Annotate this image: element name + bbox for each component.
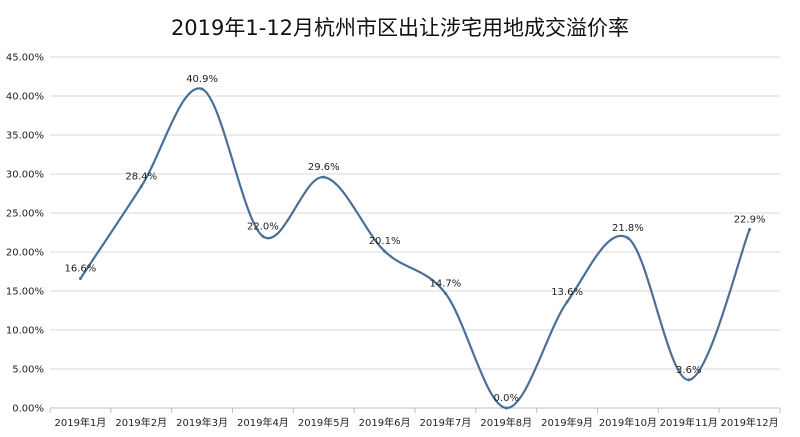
data-point (139, 184, 143, 188)
y-axis: 0.00% 5.00% 10.00% 15.00% 20.00% 25.00% 30.00%… (6, 53, 44, 415)
y-tick-label: 15.00% (6, 287, 44, 298)
data-label: 3.6% (676, 365, 701, 376)
chart-title: 2019年1-12月杭州市区出让涉宅用地成交溢价率 (170, 16, 630, 40)
x-tick-label: 2019年3月 (176, 416, 228, 429)
data-label: 29.6% (308, 162, 340, 173)
data-label: 16.6% (65, 264, 97, 275)
data-label: 28.4% (125, 171, 157, 182)
gridlines (50, 56, 780, 409)
x-tick-label: 2019年10月 (599, 416, 657, 429)
y-tick-label: 20.00% (6, 248, 44, 259)
data-label: 0.0% (494, 393, 519, 404)
x-tick-label: 2019年5月 (298, 416, 350, 429)
data-points (78, 87, 752, 410)
data-label: 22.9% (734, 214, 766, 225)
y-tick-label: 10.00% (6, 326, 44, 337)
data-point (504, 406, 508, 410)
data-point (78, 277, 82, 281)
data-point (748, 227, 752, 231)
data-label: 13.6% (551, 287, 583, 298)
x-tick-label: 2019年8月 (480, 416, 532, 429)
x-tick-label: 2019年7月 (420, 416, 472, 429)
data-label: 21.8% (612, 223, 644, 234)
data-point (200, 87, 204, 91)
y-tick-label: 25.00% (6, 209, 44, 220)
x-tick-label: 2019年9月 (541, 416, 593, 429)
y-tick-label: 45.00% (6, 53, 44, 64)
y-tick-label: 5.00% (12, 365, 44, 376)
y-tick-label: 35.00% (6, 131, 44, 142)
x-tick-label: 2019年1月 (55, 416, 107, 429)
data-point (443, 291, 447, 295)
data-label: 20.1% (369, 236, 401, 247)
data-point (383, 249, 387, 253)
data-point (687, 378, 691, 382)
x-tick-label: 2019年4月 (237, 416, 289, 429)
data-label: 14.7% (430, 278, 462, 289)
data-point (626, 236, 630, 240)
x-axis: 2019年1月 2019年2月 2019年3月 2019年4月 2019年5月 2019年… (49, 407, 781, 429)
data-point (565, 300, 569, 304)
series-line (79, 87, 751, 410)
data-point (322, 175, 326, 179)
data-label: 40.9% (186, 74, 218, 85)
x-tick-label: 2019年2月 (115, 416, 167, 429)
data-point (261, 234, 265, 238)
data-label: 22.0% (247, 221, 279, 232)
y-tick-label: 40.00% (6, 92, 44, 103)
x-tick-label: 2019年11月 (660, 416, 718, 429)
y-tick-label: 30.00% (6, 170, 44, 181)
x-tick-label: 2019年6月 (359, 416, 411, 429)
data-labels: 16.6% 28.4% 40.9% 22.0% 29.6% 20.1% 14.7% 0.0% 1… (65, 74, 766, 404)
y-tick-label: 0.00% (12, 404, 44, 415)
x-tick-label: 2019年12月 (720, 416, 778, 429)
